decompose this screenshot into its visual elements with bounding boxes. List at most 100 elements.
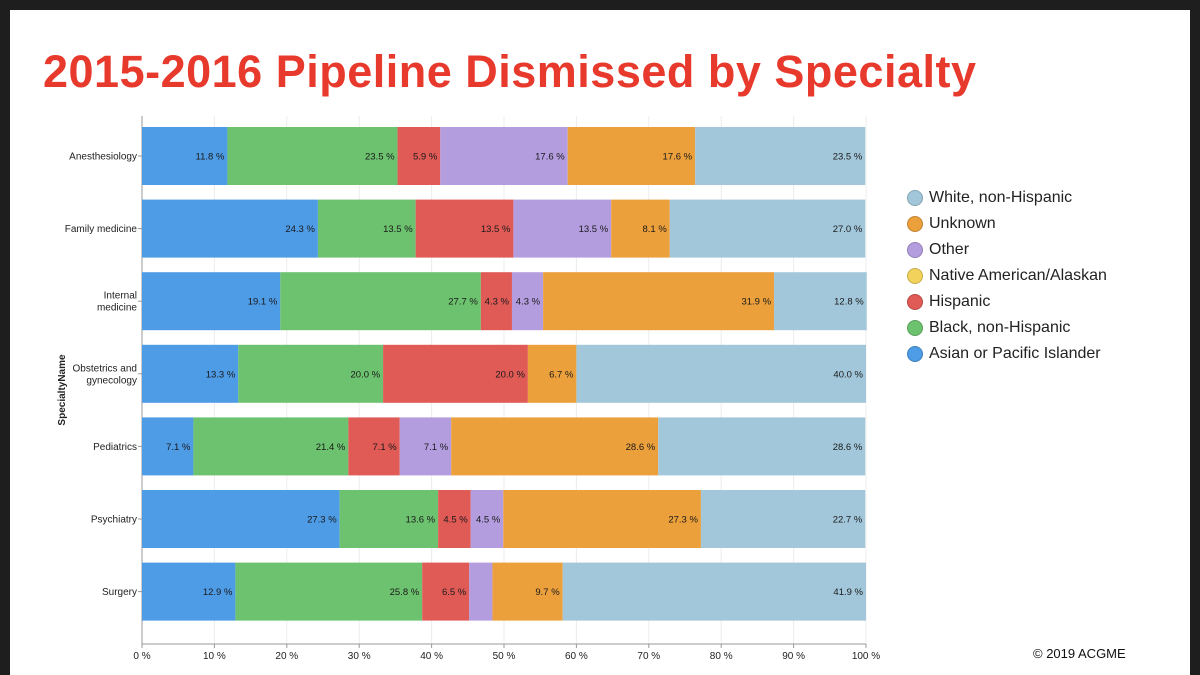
legend-swatch-icon (907, 242, 923, 258)
bar-segment (562, 562, 866, 621)
bar-segment (280, 272, 481, 331)
category-label: Obstetrics and (73, 363, 137, 374)
data-label: 6.5 % (442, 587, 467, 598)
data-label: 23.5 % (833, 152, 863, 163)
bar-segment (142, 417, 194, 476)
x-tick-label: 20 % (275, 651, 298, 662)
x-tick-label: 50 % (493, 651, 516, 662)
data-label: 23.5 % (365, 152, 395, 163)
bar-segment (695, 127, 866, 185)
data-label: 17.6 % (663, 152, 693, 163)
x-tick-label: 70 % (637, 651, 660, 662)
bar-segment (142, 344, 239, 403)
category-label: medicine (97, 303, 137, 314)
data-label: 12.8 % (834, 297, 864, 308)
data-label: 4.5 % (443, 515, 468, 526)
data-label: 13.5 % (481, 224, 511, 235)
bar-segment (567, 127, 696, 185)
legend-item: White, non-Hispanic (907, 185, 1107, 211)
data-label: 41.9 % (833, 587, 863, 598)
bar-segment (700, 490, 866, 548)
legend-label: Native American/Alaskan (929, 267, 1107, 284)
chart-legend: White, non-Hispanic Unknown Other Native Am… (907, 185, 1107, 367)
bar-segment (383, 344, 528, 403)
data-label: 31.9 % (741, 297, 771, 308)
bar-segment (576, 344, 866, 403)
data-label: 7.1 % (372, 442, 397, 453)
x-tick-label: 40 % (420, 651, 443, 662)
legend-swatch-icon (907, 268, 923, 284)
bar-segment (397, 127, 441, 185)
x-tick-label: 80 % (710, 651, 733, 662)
category-label: Family medicine (65, 224, 138, 235)
x-tick-label: 30 % (348, 651, 371, 662)
data-label: 40.0 % (833, 369, 863, 380)
data-label: 24.3 % (285, 224, 315, 235)
bar-segment (503, 490, 701, 548)
data-label: 4.3 % (516, 297, 541, 308)
bar-segment (142, 199, 318, 258)
data-label: 27.0 % (833, 224, 863, 235)
category-label: Surgery (102, 587, 137, 598)
category-label: Internal (104, 291, 137, 302)
data-label: 4.5 % (476, 515, 501, 526)
y-axis-title: SpecialtyName (57, 354, 68, 426)
legend-item: Other (907, 237, 1107, 263)
data-label: 11.8 % (196, 152, 225, 163)
data-label: 27.3 % (668, 515, 698, 526)
x-tick-label: 0 % (133, 651, 150, 662)
data-label: 17.6 % (535, 152, 565, 163)
bar-segment (142, 272, 281, 331)
bar-segment (480, 272, 512, 331)
data-label: 25.8 % (390, 587, 420, 598)
data-label: 7.1 % (424, 442, 449, 453)
bar-segment (658, 417, 866, 476)
category-label: Psychiatry (91, 515, 137, 526)
data-label: 19.1 % (248, 297, 278, 308)
bar-segment (669, 199, 866, 258)
data-label: 5.9 % (413, 152, 438, 163)
data-label: 22.7 % (833, 515, 863, 526)
bar-segment (422, 562, 470, 621)
x-tick-label: 90 % (782, 651, 805, 662)
data-label: 27.7 % (448, 297, 478, 308)
bar-segment (235, 562, 423, 621)
legend-item: Native American/Alaskan (907, 263, 1107, 289)
legend-swatch-icon (907, 320, 923, 336)
legend-label: Hispanic (929, 293, 991, 310)
bar-segment (142, 127, 228, 185)
copyright-notice: © 2019 ACGME (1033, 646, 1126, 661)
legend-label: Other (929, 241, 970, 258)
bar-segment (527, 344, 577, 403)
bar-segment (415, 199, 514, 258)
page-title: 2015-2016 Pipeline Dismissed by Specialt… (43, 46, 977, 97)
legend-swatch-icon (907, 190, 923, 206)
bar-segment (451, 417, 659, 476)
bar-segment (543, 272, 775, 331)
legend-label: Asian or Pacific Islander (929, 345, 1101, 362)
x-tick-label: 100 % (852, 651, 880, 662)
bar-segment (238, 344, 384, 403)
legend-item: Unknown (907, 211, 1107, 237)
data-label: 12.9 % (203, 587, 233, 598)
data-label: 8.1 % (642, 224, 667, 235)
legend-swatch-icon (907, 216, 923, 232)
data-label: 9.7 % (535, 587, 560, 598)
data-label: 13.6 % (406, 515, 436, 526)
bar-segment (317, 199, 416, 258)
data-label: 13.5 % (579, 224, 609, 235)
data-label: 13.5 % (383, 224, 413, 235)
data-label: 28.6 % (833, 442, 863, 453)
legend-swatch-icon (907, 346, 923, 362)
data-label: 28.6 % (626, 442, 656, 453)
bar-segment (774, 272, 867, 331)
bar-segment (511, 272, 544, 331)
bar-segment (339, 490, 439, 548)
bar-segment (227, 127, 398, 185)
legend-label: Unknown (929, 215, 996, 232)
category-label: Anesthesiology (69, 152, 137, 163)
bar-segment (513, 199, 612, 258)
bar-segment (438, 490, 471, 548)
bar-segment (470, 490, 504, 548)
bar-segment (440, 127, 568, 185)
